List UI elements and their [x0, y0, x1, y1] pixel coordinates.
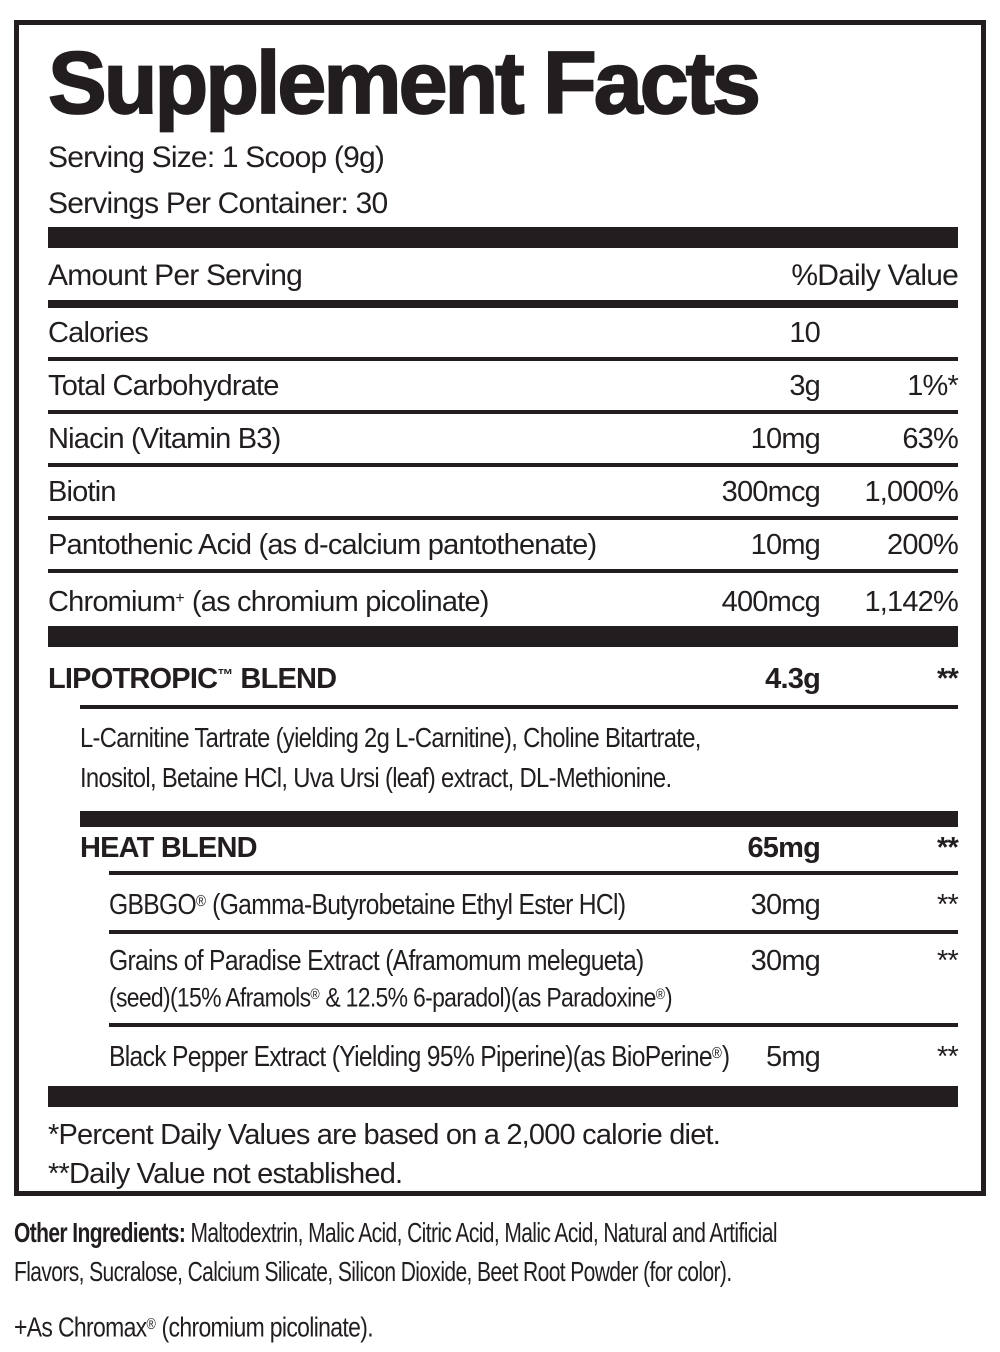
nutrient-amount: 400mcg — [721, 585, 821, 618]
registered-symbol: ® — [711, 1045, 722, 1063]
ingredient-name: GBBGO® (Gamma-Butyrobetaine Ethyl Ester … — [109, 888, 626, 921]
ingredient-amount: 30mg — [750, 944, 821, 977]
nutrient-amount: 10 — [789, 317, 820, 349]
other-ingredients-label: Other Ingredients: — [14, 1217, 186, 1248]
row-divider — [48, 569, 958, 573]
nutrient-name: Calories — [48, 317, 149, 349]
ingredient-name-continued: (seed)(15% Aframols® & 12.5% 6-paradol)(… — [109, 982, 673, 1013]
heat-item-row-grains-of-paradise: Grains of Paradise Extract (Aframomum me… — [109, 934, 959, 977]
nutrient-daily-value: 63% — [902, 423, 958, 455]
ingredient-amount: 30mg — [750, 888, 821, 921]
blend-amount: 4.3g — [765, 662, 821, 695]
row-divider — [48, 357, 958, 361]
supplement-facts-panel: Supplement Facts Serving Size: 1 Scoop (… — [14, 20, 986, 1196]
thick-divider-heat — [80, 810, 958, 827]
lipotropic-blend-ingredients: L-Carnitine Tartrate (yielding 2g L-Carn… — [80, 721, 701, 793]
row-divider — [80, 704, 958, 709]
serving-info: Serving Size: 1 Scoop (9g) Servings Per … — [48, 135, 958, 227]
ingredient-amount: 5mg — [765, 1041, 821, 1074]
row-divider — [48, 410, 958, 414]
nutrient-name: Chromium+ (as chromium picolinate) — [48, 585, 489, 618]
trademark-symbol: ™ — [217, 666, 234, 684]
footnote-daily-value: *Percent Daily Values are based on a 2,0… — [48, 1119, 721, 1152]
nutrient-amount: 10mg — [750, 423, 821, 455]
blend-name: HEAT BLEND — [80, 831, 258, 864]
nutrient-name: Total Carbohydrate — [48, 370, 279, 402]
ingredient-daily-value: ** — [937, 1041, 959, 1074]
nutrient-amount: 3g — [789, 370, 820, 402]
registered-symbol: ® — [196, 892, 206, 910]
registered-symbol: ® — [146, 1316, 156, 1333]
row-divider — [109, 1023, 958, 1028]
heat-item-row-gbbgo: GBBGO® (Gamma-Butyrobetaine Ethyl Ester … — [109, 875, 959, 930]
superscript-plus: + — [175, 590, 185, 607]
heat-blend-row: HEAT BLEND 65mg ** — [80, 827, 959, 871]
other-ingredients: Other Ingredients: Maltodextrin, Malic A… — [14, 1217, 777, 1287]
blend-daily-value: ** — [937, 662, 959, 695]
row-divider — [48, 516, 958, 520]
chromax-note: +As Chromax® (chromium picolinate). — [14, 1311, 374, 1343]
daily-value-header: %Daily Value — [791, 259, 958, 292]
registered-symbol: ® — [310, 986, 320, 1003]
medium-divider — [48, 300, 958, 308]
footnotes: *Percent Daily Values are based on a 2,0… — [48, 1107, 958, 1194]
registered-symbol: ® — [655, 986, 666, 1003]
nutrient-row-biotin: Biotin 300mcg 1,000% — [48, 467, 959, 516]
nutrient-daily-value: 1,000% — [864, 476, 958, 508]
amount-per-serving-header: Amount Per Serving — [48, 259, 303, 292]
nutrient-name: Niacin (Vitamin B3) — [48, 423, 281, 455]
blend-name: LIPOTROPIC™ BLEND — [48, 662, 337, 695]
row-divider — [109, 870, 958, 875]
nutrient-name: Pantothenic Acid (as d-calcium pantothen… — [48, 529, 597, 561]
row-divider — [48, 463, 958, 467]
nutrient-name: Biotin — [48, 476, 117, 508]
nutrient-row-total-carbohydrate: Total Carbohydrate 3g 1%* — [48, 361, 959, 410]
blend-amount: 65mg — [747, 831, 820, 864]
nutrient-daily-value: 200% — [887, 529, 959, 561]
nutrient-daily-value: 1,142% — [864, 585, 958, 618]
servings-per-container: Servings Per Container: 30 — [48, 187, 388, 220]
nutrient-row-pantothenic-acid: Pantothenic Acid (as d-calcium pantothen… — [48, 520, 959, 569]
lipotropic-blend-row: LIPOTROPIC™ BLEND 4.3g ** — [48, 647, 959, 705]
nutrient-daily-value: 1%* — [907, 370, 959, 402]
nutrient-row-niacin: Niacin (Vitamin B3) 10mg 63% — [48, 414, 959, 463]
blend-daily-value: ** — [937, 831, 959, 864]
nutrient-row-calories: Calories 10 — [48, 308, 958, 357]
thick-divider-bottom — [48, 1086, 958, 1108]
ingredient-daily-value: ** — [937, 888, 959, 921]
ingredient-name: Black Pepper Extract (Yielding 95% Piper… — [109, 1041, 730, 1074]
ingredient-name: Grains of Paradise Extract (Aframomum me… — [109, 944, 644, 977]
serving-size: Serving Size: 1 Scoop (9g) — [48, 141, 385, 174]
footnote-not-established: **Daily Value not established. — [48, 1158, 403, 1191]
heat-item-row-black-pepper: Black Pepper Extract (Yielding 95% Piper… — [109, 1027, 959, 1086]
nutrient-amount: 300mcg — [721, 476, 821, 508]
nutrient-row-chromium: Chromium+ (as chromium picolinate) 400mc… — [48, 573, 959, 626]
nutrient-amount: 10mg — [750, 529, 821, 561]
row-divider — [109, 929, 958, 934]
thick-divider-top — [48, 227, 958, 248]
ingredient-daily-value: ** — [937, 944, 959, 977]
column-header-row: Amount Per Serving %Daily Value — [48, 248, 959, 300]
thick-divider-lipotropic — [48, 625, 958, 647]
panel-title: Supplement Facts — [47, 33, 762, 132]
